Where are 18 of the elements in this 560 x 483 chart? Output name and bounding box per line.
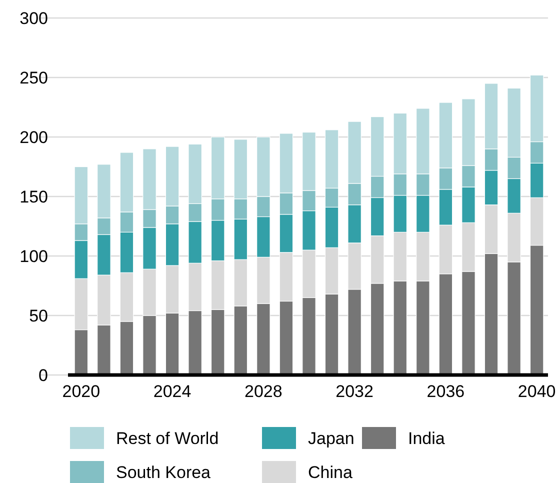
- legend-label: South Korea: [116, 462, 212, 482]
- legend-label: China: [308, 462, 353, 482]
- x-tick-label: 2040: [518, 382, 556, 401]
- y-tick-label: 250: [20, 68, 48, 88]
- x-tick-label: 2036: [426, 382, 465, 401]
- y-tick-label: 300: [20, 8, 48, 28]
- legend-label: Rest of World: [116, 428, 219, 448]
- legend-label: Japan: [308, 428, 354, 448]
- y-tick-label: 150: [20, 187, 48, 206]
- y-tick-label: 100: [20, 246, 48, 266]
- x-tick-label: 2020: [62, 382, 100, 401]
- y-tick-label: 200: [20, 128, 48, 147]
- x-tick-label: 2028: [244, 382, 282, 401]
- x-tick-label: 2032: [336, 382, 374, 401]
- x-tick-label: 2024: [153, 382, 192, 401]
- y-tick-label: 0: [38, 366, 48, 385]
- y-tick-label: 50: [29, 306, 48, 326]
- legend-label: India: [408, 428, 446, 448]
